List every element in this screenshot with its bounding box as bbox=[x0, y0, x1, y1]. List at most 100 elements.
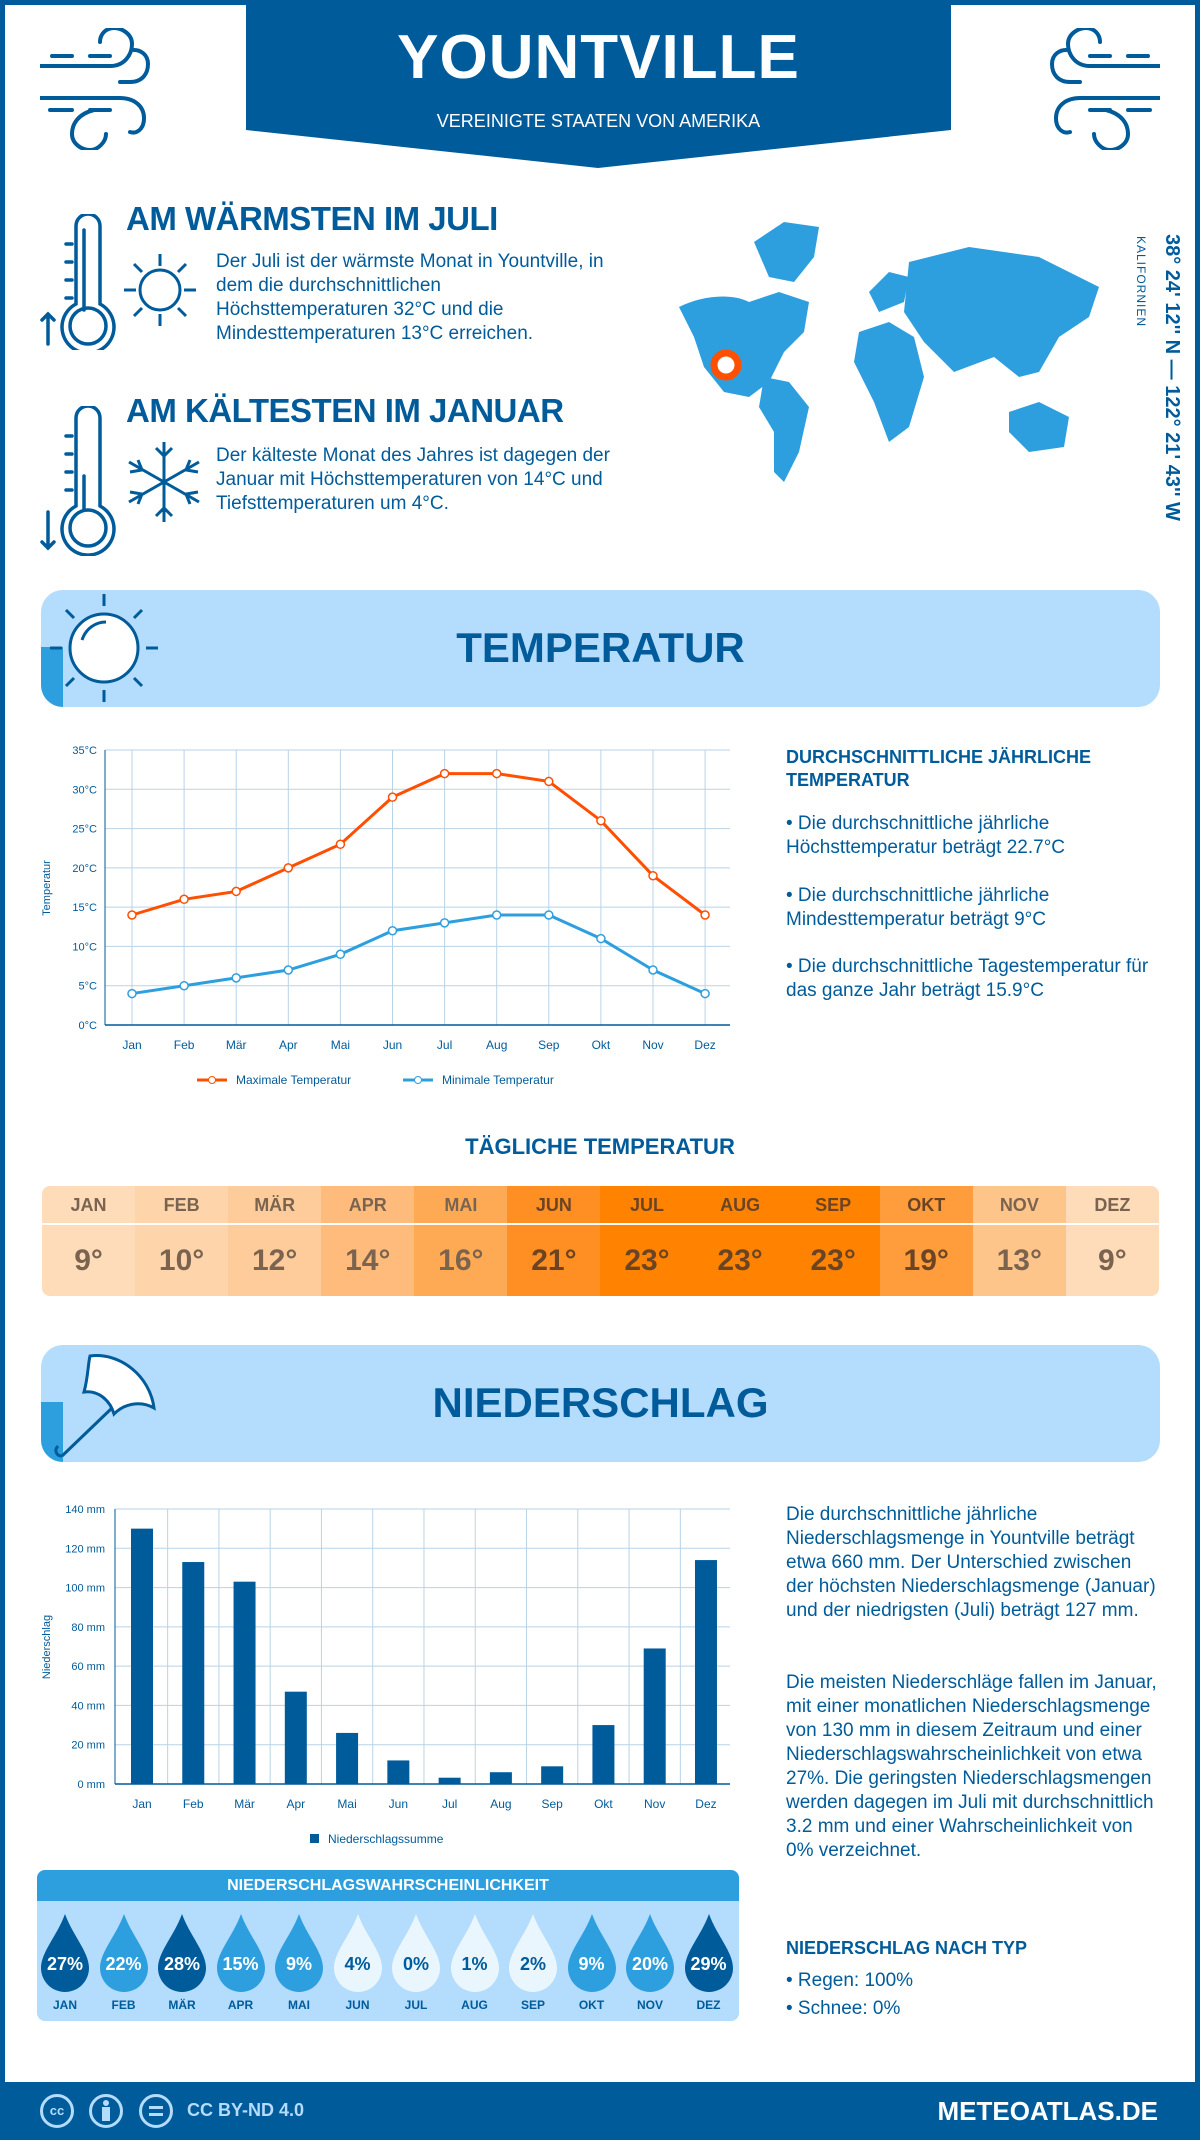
precipitation-chart: 0 mm 20 mm 40 mm 60 mm 80 mm 100 mm 120 mm 140 … bbox=[41, 1504, 730, 1846]
x-tick-label: Jun bbox=[383, 1038, 402, 1052]
wind-icon bbox=[1049, 28, 1160, 150]
month-label: OKT bbox=[879, 1186, 973, 1225]
data-point bbox=[231, 973, 241, 983]
city-title: YOUNTVILLE bbox=[397, 23, 800, 92]
month-label: JUN bbox=[345, 1998, 370, 2012]
temp-value: 16° bbox=[438, 1243, 484, 1277]
band-corner bbox=[41, 647, 63, 707]
x-tick-label: Apr bbox=[286, 1797, 305, 1811]
x-tick-label: Sep bbox=[538, 1038, 560, 1052]
site-link[interactable]: METEOATLAS.DE bbox=[937, 2096, 1158, 2126]
daily-temp-cell: JUN 21° bbox=[507, 1186, 601, 1296]
precipitation-probability-panel: NIEDERSCHLAGSWAHRSCHEINLICHKEIT 27% JAN 22… bbox=[37, 1870, 739, 2021]
month-label: JUL bbox=[404, 1998, 428, 2012]
thermometer-warm-icon bbox=[40, 214, 116, 350]
bar bbox=[182, 1562, 205, 1784]
raindrop-icon bbox=[41, 1914, 89, 1992]
month-label: JAN bbox=[52, 1998, 77, 2012]
month-label: FEB bbox=[135, 1186, 229, 1225]
x-tick-label: Jan bbox=[132, 1797, 151, 1811]
y-axis-title: Temperatur bbox=[41, 860, 53, 916]
probability-title: NIEDERSCHLAGSWAHRSCHEINLICHKEIT bbox=[37, 1870, 739, 1901]
probability-value: 28% bbox=[163, 1954, 201, 1974]
daily-temp-cell: MAI 16° bbox=[414, 1186, 508, 1296]
month-label: MAI bbox=[414, 1186, 508, 1225]
world-map bbox=[679, 222, 1099, 482]
wind-icon bbox=[40, 28, 151, 150]
data-point bbox=[387, 925, 398, 936]
probability-value: 1% bbox=[461, 1954, 488, 1974]
data-point bbox=[335, 839, 346, 850]
x-tick-label: Dez bbox=[694, 1038, 715, 1052]
daily-temp-cell: APR 14° bbox=[321, 1186, 415, 1296]
x-tick-label: Nov bbox=[644, 1797, 665, 1811]
y-tick-label: 120 mm bbox=[65, 1543, 105, 1555]
x-tick-label: Okt bbox=[594, 1797, 613, 1811]
y-tick-label: 35°C bbox=[72, 745, 97, 757]
bar bbox=[643, 1648, 666, 1784]
x-tick-label: Jul bbox=[442, 1797, 457, 1811]
probability-drop: 9% OKT bbox=[566, 1914, 618, 2021]
data-point bbox=[387, 792, 398, 802]
probability-drop: 1% AUG bbox=[449, 1914, 501, 2021]
daily-temp-cell: OKT 19° bbox=[879, 1186, 973, 1296]
month-label: DEZ bbox=[1065, 1186, 1159, 1225]
cc-icon: cc bbox=[40, 2094, 74, 2128]
month-label: AUG bbox=[461, 1998, 488, 2012]
x-tick-label: Aug bbox=[490, 1797, 511, 1811]
month-label: MÄR bbox=[228, 1186, 322, 1225]
raindrop-icon bbox=[684, 1914, 733, 1992]
legend-label: Maximale Temperatur bbox=[236, 1073, 351, 1087]
coordinates: 38° 24' 12'' N — 122° 21' 43'' W bbox=[1161, 234, 1183, 521]
bar bbox=[284, 1691, 307, 1784]
rain-share: • Regen: 100% bbox=[786, 1970, 914, 1991]
probability-value: 4% bbox=[344, 1954, 371, 1974]
bar bbox=[387, 1760, 410, 1784]
y-tick-label: 10°C bbox=[72, 941, 97, 953]
temp-value: 14° bbox=[345, 1243, 391, 1277]
x-tick-label: Jul bbox=[437, 1038, 452, 1052]
probability-value: 29% bbox=[690, 1954, 727, 1974]
probability-drop: 9% MAI bbox=[273, 1914, 325, 2021]
probability-value: 20% bbox=[631, 1954, 669, 1974]
data-point bbox=[700, 910, 710, 920]
x-tick-label: Mär bbox=[234, 1797, 255, 1811]
daily-temp-cell: DEZ 9° bbox=[1065, 1186, 1159, 1296]
month-label: APR bbox=[321, 1186, 415, 1225]
data-point bbox=[596, 815, 606, 826]
x-tick-label: Mai bbox=[337, 1797, 356, 1811]
data-point bbox=[179, 980, 189, 991]
daily-temp-cell: JUL 23° bbox=[600, 1186, 694, 1296]
data-point bbox=[648, 870, 658, 881]
temperature-section-header: TEMPERATUR bbox=[41, 590, 1160, 707]
annual-temp-heading: DURCHSCHNITTLICHE JÄHRLICHE TEMPERATUR bbox=[786, 747, 1091, 790]
footer: cc CC BY-ND 4.0 METEOATLAS.DE bbox=[0, 2082, 1200, 2140]
probability-value: 0% bbox=[402, 1954, 429, 1974]
probability-drop: 22% FEB bbox=[98, 1914, 150, 2021]
data-point bbox=[700, 988, 710, 999]
legend-label: Minimale Temperatur bbox=[442, 1073, 554, 1087]
precipitation-detail: Die meisten Niederschläge fallen im Janu… bbox=[786, 1672, 1157, 1861]
series-line-1 bbox=[131, 913, 706, 996]
probability-drop: 15% APR bbox=[215, 1914, 267, 2021]
x-tick-label: Mär bbox=[226, 1038, 247, 1052]
data-point bbox=[596, 933, 606, 944]
umbrella-icon bbox=[54, 1354, 156, 1458]
daily-temp-title: TÄGLICHE TEMPERATUR bbox=[465, 1134, 735, 1159]
month-label: MAI bbox=[288, 1998, 310, 2012]
month-label: JAN bbox=[42, 1186, 136, 1225]
precipitation-section-header: NIEDERSCHLAG bbox=[41, 1345, 1160, 1462]
daily-temp-cell: FEB 10° bbox=[135, 1186, 229, 1296]
month-label: JUN bbox=[507, 1186, 601, 1225]
raindrop-icon bbox=[450, 1914, 499, 1992]
daily-temp-cell: NOV 13° bbox=[972, 1186, 1066, 1296]
x-tick-label: Aug bbox=[486, 1038, 507, 1052]
temp-value: 13° bbox=[996, 1243, 1042, 1277]
month-label: OKT bbox=[578, 1998, 605, 2012]
raindrop-icon bbox=[333, 1914, 382, 1992]
data-point bbox=[179, 894, 189, 905]
x-tick-label: Feb bbox=[183, 1797, 204, 1811]
temp-value: 23° bbox=[810, 1243, 856, 1277]
y-tick-label: 30°C bbox=[72, 784, 97, 796]
temp-value: 12° bbox=[252, 1243, 298, 1277]
